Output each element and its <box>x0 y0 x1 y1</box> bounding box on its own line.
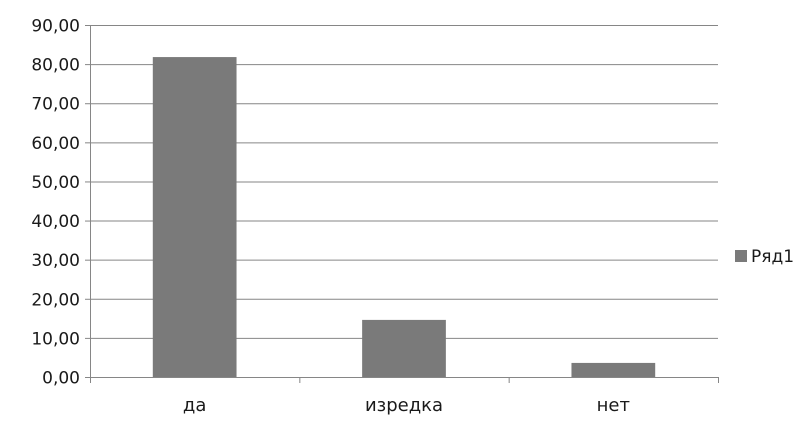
bars <box>152 57 656 378</box>
y-tick-label: 50,00 <box>31 173 80 193</box>
legend-swatch <box>735 250 747 262</box>
x-tick-labels: да изредка нет <box>183 395 630 416</box>
bar-2 <box>571 362 656 377</box>
bar-1 <box>362 319 446 377</box>
y-tick-label: 0,00 <box>42 369 80 389</box>
x-tick-label: нет <box>597 395 630 416</box>
legend: Ряд1 <box>735 247 794 267</box>
bar-0 <box>152 57 237 378</box>
y-tick-label: 60,00 <box>31 134 80 154</box>
x-tick-label: да <box>183 395 206 416</box>
y-tick-label: 10,00 <box>31 329 80 349</box>
y-tick-label: 80,00 <box>31 56 80 76</box>
y-tick-label: 20,00 <box>31 290 80 310</box>
y-tick-label: 90,00 <box>31 17 80 37</box>
axes <box>85 25 719 383</box>
legend-label: Ряд1 <box>751 247 794 267</box>
y-tick-label: 40,00 <box>31 212 80 232</box>
y-tick-label: 70,00 <box>31 95 80 115</box>
y-tick-label: 30,00 <box>31 251 80 271</box>
x-tick-label: изредка <box>365 395 443 416</box>
y-tick-labels: 0,00 10,00 20,00 30,00 40,00 50,00 60,00 70,00 8… <box>31 17 80 389</box>
